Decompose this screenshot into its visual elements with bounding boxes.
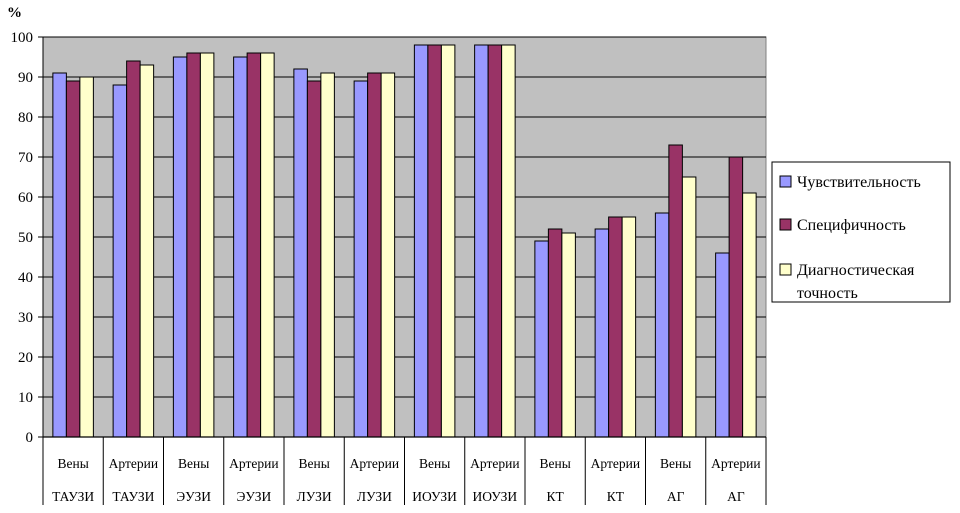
bar: [681, 176, 697, 438]
bar: [534, 240, 549, 438]
bar: [306, 80, 322, 438]
category-label-line1: Вены: [298, 456, 329, 471]
category-label-line2: АГ: [667, 489, 685, 504]
category-label-line1: Вены: [178, 456, 209, 471]
bar: [52, 72, 67, 438]
bar: [353, 80, 369, 438]
y-tick-label: 40: [18, 270, 33, 286]
legend-label: Специфичность: [797, 217, 906, 234]
bar: [501, 44, 516, 438]
category-label-line2: ЛУЗИ: [357, 489, 392, 504]
category-label-line1: Артерии: [591, 456, 640, 471]
legend-label: Диагностическая: [797, 262, 915, 279]
category-label-line2: ИОУЗИ: [412, 489, 457, 504]
bar: [608, 216, 623, 438]
bar: [427, 44, 442, 438]
bar: [260, 52, 275, 438]
legend-swatch: [779, 218, 792, 231]
bar: [728, 156, 744, 438]
bar: [126, 60, 141, 438]
bar: [561, 232, 576, 438]
bar: [380, 72, 396, 438]
bar: [233, 56, 248, 438]
bar: [413, 44, 429, 438]
bar: [654, 212, 670, 438]
y-tick-label: 90: [18, 70, 33, 86]
category-label-line1: Артерии: [470, 456, 519, 471]
bar: [65, 80, 81, 438]
category-label-line2: ТАУЗИ: [112, 489, 154, 504]
bar: [112, 84, 128, 438]
category-label-line2: ЛУЗИ: [297, 489, 332, 504]
category-label-line2: ТАУЗИ: [52, 489, 94, 504]
bar: [186, 52, 201, 438]
y-tick-label: 100: [11, 30, 34, 46]
bar: [742, 192, 757, 438]
y-tick-label: 30: [18, 310, 33, 326]
category-label-line1: Вены: [57, 456, 88, 471]
bar: [79, 76, 94, 438]
bar: [594, 228, 610, 438]
bar: [621, 216, 637, 438]
bar: [474, 44, 489, 438]
legend-label: точность: [797, 285, 858, 302]
bar: [487, 44, 503, 438]
category-label-line1: Артерии: [109, 456, 158, 471]
category-label-line2: ИОУЗИ: [473, 489, 518, 504]
category-label-line1: Артерии: [711, 456, 760, 471]
bar: [547, 228, 563, 438]
bar: [715, 252, 730, 438]
bar: [199, 52, 215, 438]
category-label-line1: Артерии: [229, 456, 278, 471]
legend-swatch: [779, 263, 792, 276]
y-tick-label: 80: [18, 110, 33, 126]
legend-label: Чувствительность: [797, 174, 921, 191]
y-tick-label: 10: [18, 390, 33, 406]
category-label-line2: АГ: [727, 489, 745, 504]
category-label-line2: ЭУЗИ: [236, 489, 271, 504]
category-label-line2: КТ: [546, 489, 564, 504]
legend-swatch: [779, 175, 792, 188]
bar: [367, 72, 382, 438]
bar: [320, 72, 335, 438]
legend: [771, 161, 951, 303]
bar: [440, 44, 456, 438]
category-label-line2: КТ: [607, 489, 625, 504]
bar: [139, 64, 155, 438]
bar: [172, 56, 188, 438]
bar: [246, 52, 262, 438]
category-label-line1: Вены: [660, 456, 691, 471]
y-axis-label: %: [7, 5, 22, 21]
category-label-line1: Артерии: [350, 456, 399, 471]
y-tick-label: 50: [18, 230, 33, 246]
bar: [293, 68, 308, 438]
bar: [668, 144, 683, 438]
category-label-line2: ЭУЗИ: [176, 489, 211, 504]
category-label-line1: Вены: [419, 456, 450, 471]
category-label-line1: Вены: [539, 456, 570, 471]
y-tick-label: 60: [18, 190, 33, 206]
y-tick-label: 70: [18, 150, 33, 166]
y-tick-label: 20: [18, 350, 33, 366]
y-tick-label: 0: [26, 430, 34, 446]
